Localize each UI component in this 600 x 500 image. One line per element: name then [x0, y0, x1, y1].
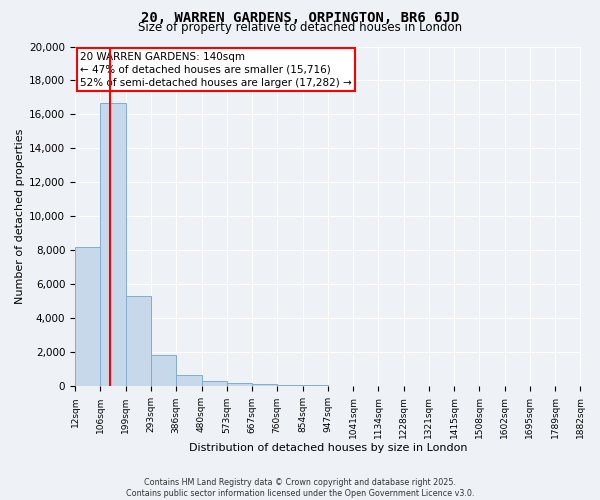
Text: Contains HM Land Registry data © Crown copyright and database right 2025.
Contai: Contains HM Land Registry data © Crown c… — [126, 478, 474, 498]
Text: 20, WARREN GARDENS, ORPINGTON, BR6 6JD: 20, WARREN GARDENS, ORPINGTON, BR6 6JD — [141, 11, 459, 25]
Bar — [151, 355, 176, 386]
Bar — [252, 384, 277, 386]
Bar — [202, 380, 227, 386]
X-axis label: Distribution of detached houses by size in London: Distribution of detached houses by size … — [188, 442, 467, 452]
Bar — [125, 296, 151, 386]
Bar — [100, 102, 125, 387]
Y-axis label: Number of detached properties: Number of detached properties — [15, 129, 25, 304]
Bar — [277, 385, 302, 386]
Bar — [75, 247, 100, 386]
Bar — [227, 383, 252, 386]
Bar — [176, 374, 202, 386]
Text: 20 WARREN GARDENS: 140sqm
← 47% of detached houses are smaller (15,716)
52% of s: 20 WARREN GARDENS: 140sqm ← 47% of detac… — [80, 52, 352, 88]
Bar — [302, 385, 328, 386]
Text: Size of property relative to detached houses in London: Size of property relative to detached ho… — [138, 22, 462, 35]
